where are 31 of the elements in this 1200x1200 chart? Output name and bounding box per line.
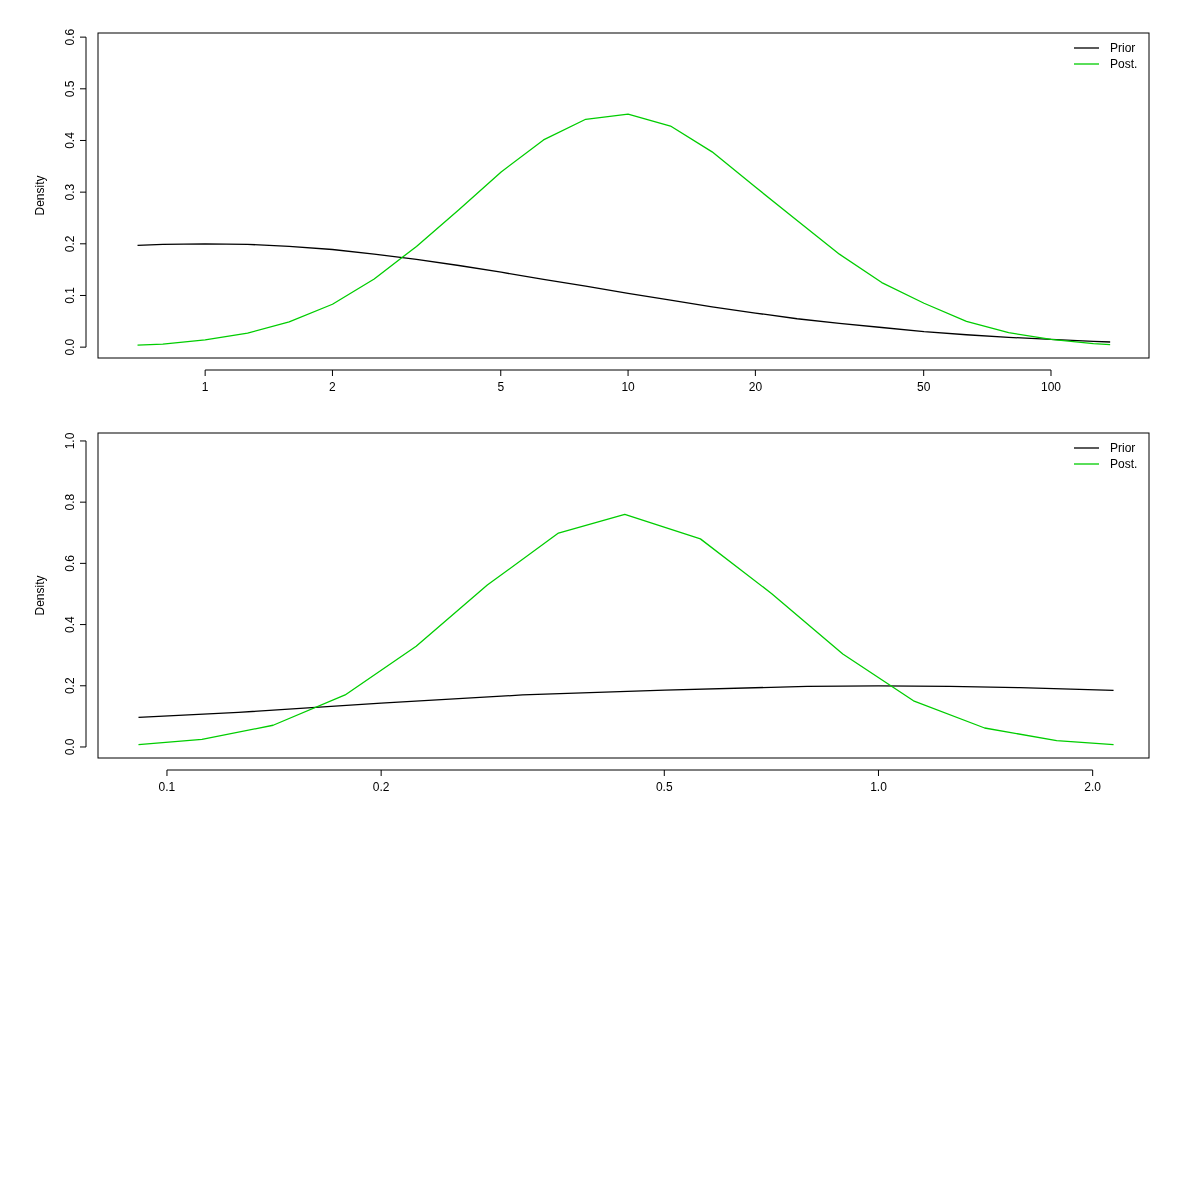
legend-label: Post. (1110, 457, 1138, 471)
y-tick-label: 0.2 (63, 235, 77, 253)
y-tick-label: 0.6 (63, 554, 77, 572)
x-tick-label: 20 (748, 380, 763, 394)
y-tick-label: 0.0 (63, 738, 77, 756)
x-tick-label: 10 (621, 380, 636, 394)
x-tick-label: 2 (329, 380, 337, 394)
x-tick-label: 5 (497, 380, 505, 394)
y-axis-title: Density (33, 175, 47, 216)
x-tick-label: 0.2 (372, 780, 390, 794)
y-tick-label: 0.8 (63, 493, 77, 511)
x-tick-label: 2.0 (1084, 780, 1102, 794)
y-tick-label: 0.2 (63, 677, 77, 695)
legend-label: Prior (1110, 41, 1136, 55)
y-tick-label: 0.4 (63, 615, 77, 633)
y-tick-label: 0.6 (63, 28, 77, 46)
x-tick-label: 1 (201, 380, 209, 394)
x-tick-label: 50 (917, 380, 931, 394)
legend-label: Prior (1110, 441, 1136, 455)
x-tick-label: 1.0 (870, 780, 888, 794)
y-tick-label: 0.1 (63, 286, 77, 304)
legend-label: Post. (1110, 57, 1138, 71)
y-tick-label: 1.0 (63, 432, 77, 450)
x-tick-label: 0.5 (655, 780, 673, 794)
x-tick-label: 100 (1040, 380, 1062, 394)
y-tick-label: 0.5 (63, 80, 77, 98)
y-axis-title: Density (33, 575, 47, 616)
x-tick-label: 0.1 (158, 780, 176, 794)
y-tick-label: 0.4 (63, 131, 77, 149)
y-tick-label: 0.3 (63, 183, 77, 201)
y-tick-label: 0.0 (63, 338, 77, 356)
